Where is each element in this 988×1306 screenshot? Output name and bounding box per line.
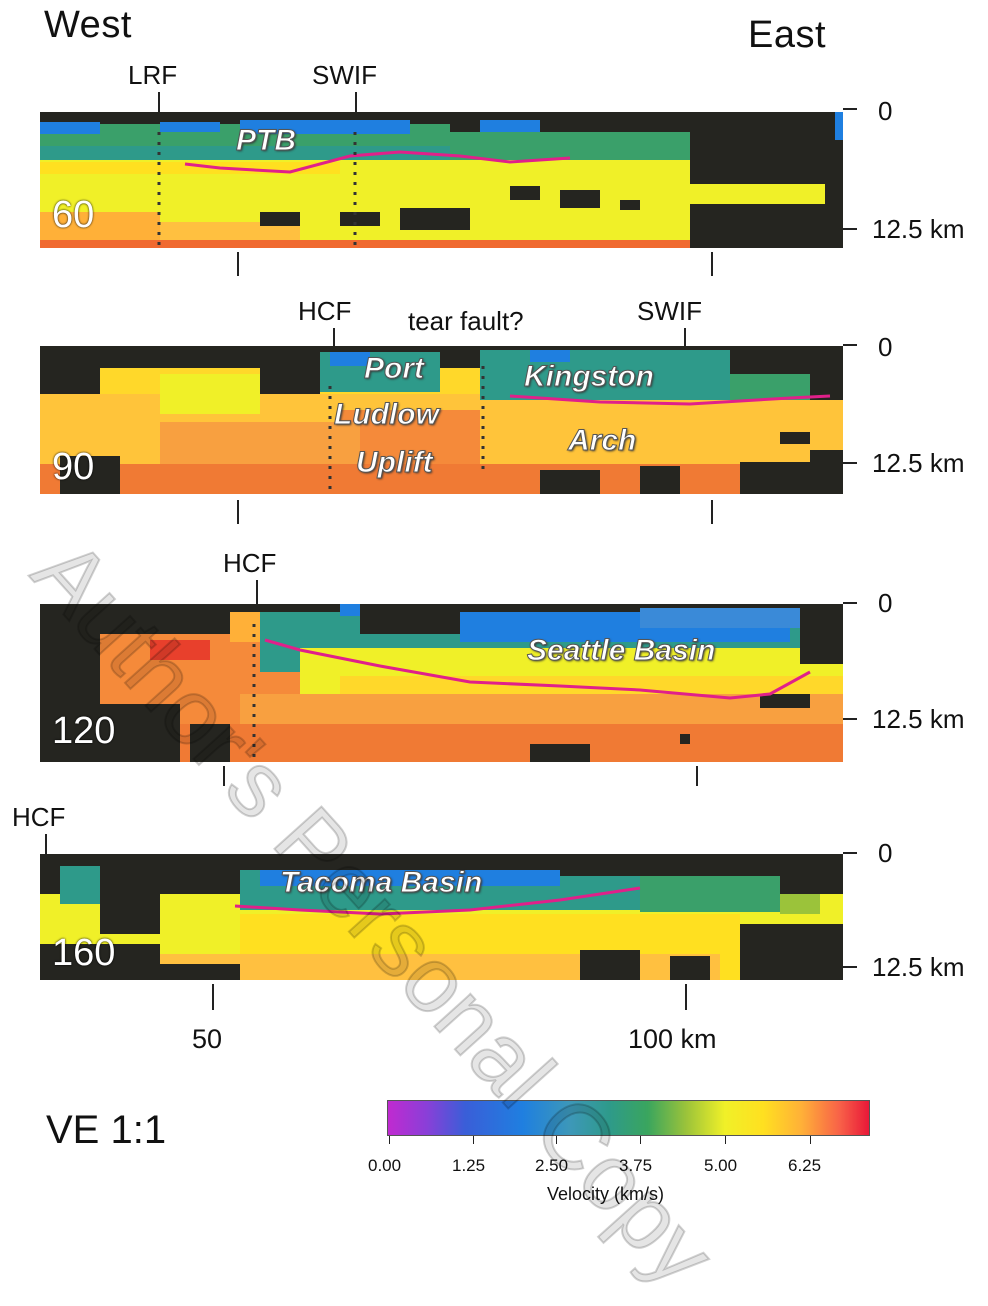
- profile-number: 120: [52, 710, 116, 752]
- x-tick: [711, 252, 713, 276]
- fault-label-tear-fault: tear fault?: [408, 306, 524, 336]
- velocity-section-160: Tacoma Basin 160: [40, 854, 843, 980]
- x-axis-label-100: 100 km: [628, 1024, 717, 1054]
- velocity-section-image: [40, 854, 843, 980]
- fault-label-swif: SWIF: [312, 60, 377, 90]
- x-tick: [212, 984, 214, 1010]
- x-axis-label-50: 50: [192, 1024, 223, 1054]
- colorbar-tick-label: 5.00: [704, 1156, 738, 1175]
- colorbar-tick: [810, 1136, 811, 1144]
- fault-label-lrf: LRF: [128, 60, 178, 90]
- depth-tick: [843, 852, 857, 854]
- colorbar-title: Velocity (km/s): [547, 1184, 665, 1204]
- velocity-section-image: [40, 604, 843, 762]
- fault-tick: [355, 92, 357, 112]
- feature-label-tacoma-basin: Tacoma Basin: [279, 866, 483, 900]
- feature-label-ptb: PTB: [236, 124, 297, 158]
- depth-label-bottom: 12.5 km: [872, 448, 965, 478]
- depth-tick: [843, 602, 857, 604]
- fault-label-hcf: HCF: [298, 296, 352, 326]
- depth-label-bottom: 12.5 km: [872, 704, 965, 734]
- east-label: East: [748, 14, 827, 56]
- colorbar-tick-label: 0.00: [368, 1156, 402, 1175]
- x-tick: [237, 252, 239, 276]
- fault-tick: [684, 328, 686, 346]
- velocity-colorbar: [387, 1100, 870, 1136]
- fault-label-hcf: HCF: [223, 548, 277, 578]
- depth-label-bottom: 12.5 km: [872, 952, 965, 982]
- colorbar-tick-label: 3.75: [619, 1156, 653, 1175]
- vertical-exaggeration-label: VE 1:1: [46, 1108, 167, 1152]
- feature-label-ludlow: Ludlow: [334, 398, 440, 432]
- depth-tick: [843, 966, 857, 968]
- depth-tick: [843, 718, 857, 720]
- feature-label-port: Port: [364, 352, 425, 386]
- fault-tick: [333, 328, 335, 346]
- feature-label-seattle-basin: Seattle Basin: [526, 634, 716, 668]
- x-tick: [711, 500, 713, 524]
- colorbar-tick: [473, 1136, 474, 1144]
- depth-tick: [843, 228, 857, 230]
- fault-label-swif: SWIF: [637, 296, 702, 326]
- profile-number: 160: [52, 932, 116, 974]
- feature-label-kingston: Kingston: [524, 360, 655, 394]
- velocity-section-image: [40, 112, 843, 248]
- velocity-section-120: Seattle Basin 120: [40, 604, 843, 762]
- west-label: West: [44, 4, 132, 46]
- feature-label-uplift: Uplift: [356, 446, 434, 480]
- colorbar-tick-label: 1.25: [452, 1156, 486, 1175]
- x-tick: [696, 766, 698, 786]
- depth-label-top: 0: [878, 96, 893, 126]
- fault-label-hcf: HCF: [12, 802, 66, 832]
- depth-label-top: 0: [878, 332, 893, 362]
- depth-tick: [843, 344, 857, 346]
- colorbar-tick-label: 2.50: [535, 1156, 569, 1175]
- x-tick: [223, 766, 225, 786]
- colorbar-tick: [725, 1136, 726, 1144]
- velocity-section-90: Port Ludlow Uplift Kingston Arch 90: [40, 346, 843, 494]
- profile-number: 90: [52, 446, 95, 488]
- depth-label-bottom: 12.5 km: [872, 214, 965, 244]
- fault-tick: [158, 92, 160, 112]
- depth-tick: [843, 462, 857, 464]
- fault-tick: [45, 834, 47, 854]
- depth-tick: [843, 108, 857, 110]
- feature-label-arch: Arch: [567, 424, 637, 458]
- x-tick: [685, 984, 687, 1010]
- colorbar-tick-label: 6.25: [788, 1156, 822, 1175]
- colorbar-tick: [640, 1136, 641, 1144]
- x-tick: [237, 500, 239, 524]
- depth-label-top: 0: [878, 838, 893, 868]
- depth-label-top: 0: [878, 588, 893, 618]
- colorbar-tick: [556, 1136, 557, 1144]
- velocity-section-60: PTB 60: [40, 112, 843, 248]
- colorbar-tick: [389, 1136, 390, 1144]
- profile-number: 60: [52, 194, 95, 236]
- velocity-section-image: [40, 346, 843, 494]
- fault-tick: [256, 580, 258, 604]
